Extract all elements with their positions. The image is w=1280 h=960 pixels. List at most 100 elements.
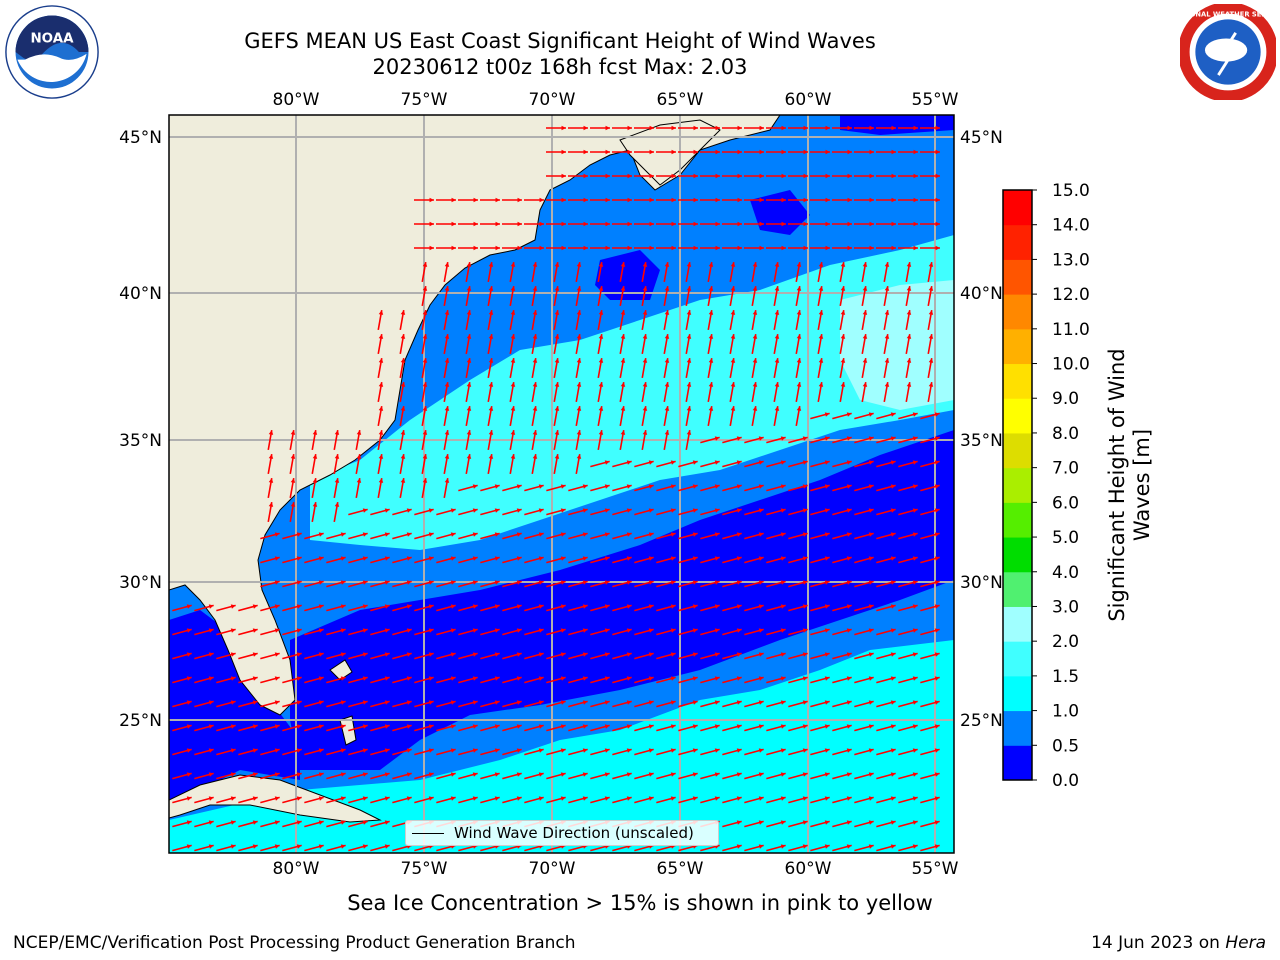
wave-direction-arrow xyxy=(766,652,786,660)
colorbar-tick-label: 6.0 xyxy=(1052,493,1079,513)
wave-direction-arrow xyxy=(744,796,764,804)
wave-direction-arrow xyxy=(920,772,940,780)
wave-direction-arrow xyxy=(744,700,764,708)
wave-direction-arrow xyxy=(700,676,720,684)
lat-label-right: 45°N xyxy=(960,128,1003,148)
lon-label-top: 80°W xyxy=(273,90,320,110)
wave-direction-arrow xyxy=(436,700,456,708)
wave-direction-arrow xyxy=(641,358,648,378)
wave-direction-arrow xyxy=(722,125,742,131)
wave-direction-arrow xyxy=(619,430,626,450)
wave-direction-arrow xyxy=(524,796,544,804)
wave-direction-arrow xyxy=(348,508,368,516)
wave-direction-arrow xyxy=(443,358,450,378)
wave-direction-arrow xyxy=(216,676,236,684)
wave-direction-arrow xyxy=(810,436,830,444)
colorbar-segment xyxy=(1003,502,1032,538)
wave-direction-arrow xyxy=(590,604,610,612)
wave-direction-arrow xyxy=(458,724,478,732)
wave-direction-arrow xyxy=(810,197,830,203)
wave-direction-arrow xyxy=(920,580,940,588)
wave-direction-arrow xyxy=(443,286,450,306)
wave-direction-arrow xyxy=(766,436,786,444)
wave-direction-arrow xyxy=(619,406,626,426)
wave-direction-arrow xyxy=(458,772,478,780)
wave-direction-arrow xyxy=(289,430,296,450)
wave-direction-arrow xyxy=(854,532,874,540)
wave-direction-arrow xyxy=(898,221,918,227)
wave-direction-arrow xyxy=(707,406,714,426)
wave-direction-arrow xyxy=(641,262,648,282)
wave-direction-arrow xyxy=(487,454,494,474)
wave-direction-arrow xyxy=(663,358,670,378)
wave-direction-arrow xyxy=(898,412,918,420)
wave-direction-arrow xyxy=(641,310,648,330)
wave-direction-arrow xyxy=(348,676,368,684)
wave-direction-arrow xyxy=(590,173,610,179)
wave-direction-arrow xyxy=(304,532,324,540)
wave-direction-arrow xyxy=(876,556,896,564)
wave-direction-arrow xyxy=(612,556,632,564)
wave-direction-arrow xyxy=(458,748,478,756)
wave-direction-arrow xyxy=(465,358,472,378)
wave-direction-arrow xyxy=(700,125,720,131)
wave-direction-arrow xyxy=(898,676,918,684)
wave-direction-arrow xyxy=(568,700,588,708)
wave-direction-arrow xyxy=(326,604,346,612)
wave-direction-arrow xyxy=(634,748,654,756)
wave-direction-arrow xyxy=(172,652,192,660)
wave-direction-arrow xyxy=(524,508,544,516)
wave-direction-arrow xyxy=(700,580,720,588)
wave-direction-arrow xyxy=(817,358,824,378)
wave-direction-arrow xyxy=(634,532,654,540)
wave-direction-arrow xyxy=(854,700,874,708)
wave-direction-arrow xyxy=(663,286,670,306)
wave-direction-arrow xyxy=(392,532,412,540)
wave-direction-arrow xyxy=(656,652,676,660)
wave-direction-arrow xyxy=(194,820,214,828)
wave-direction-arrow xyxy=(788,844,808,852)
wave-direction-arrow xyxy=(377,406,384,426)
wave-direction-arrow xyxy=(700,724,720,732)
lon-label-top: 65°W xyxy=(657,90,704,110)
wave-direction-arrow xyxy=(773,286,780,306)
wave-direction-arrow xyxy=(546,652,566,660)
wave-direction-arrow xyxy=(722,460,742,468)
wave-direction-arrow xyxy=(663,310,670,330)
wave-direction-arrow xyxy=(729,358,736,378)
colorbar-tick-label: 1.0 xyxy=(1052,702,1079,722)
wave-direction-arrow xyxy=(729,334,736,354)
wave-direction-arrow xyxy=(216,748,236,756)
wave-direction-arrow xyxy=(590,676,610,684)
wave-direction-arrow xyxy=(590,460,610,468)
wave-direction-arrow xyxy=(612,772,632,780)
wave-direction-arrow xyxy=(861,358,868,378)
wave-direction-arrow xyxy=(634,245,654,251)
wave-direction-arrow xyxy=(480,748,500,756)
wave-direction-arrow xyxy=(487,262,494,282)
wave-direction-arrow xyxy=(685,382,692,402)
wave-direction-arrow xyxy=(898,556,918,564)
wave-direction-arrow xyxy=(414,676,434,684)
wave-direction-arrow xyxy=(920,412,940,420)
wave-direction-arrow xyxy=(832,221,852,227)
wave-direction-arrow xyxy=(480,628,500,636)
wave-direction-arrow xyxy=(575,406,582,426)
wave-direction-arrow xyxy=(612,197,632,203)
wave-direction-arrow xyxy=(920,748,940,756)
wave-direction-arrow xyxy=(399,478,406,498)
wave-direction-arrow xyxy=(172,772,192,780)
wave-direction-arrow xyxy=(348,748,368,756)
wave-direction-arrow xyxy=(172,748,192,756)
wave-direction-arrow xyxy=(905,310,912,330)
wave-direction-arrow xyxy=(854,676,874,684)
wave-direction-arrow xyxy=(817,334,824,354)
wave-direction-arrow xyxy=(832,173,852,179)
wave-direction-arrow xyxy=(729,262,736,282)
wave-direction-arrow xyxy=(502,652,522,660)
wave-direction-arrow xyxy=(876,436,896,444)
wave-direction-arrow xyxy=(172,700,192,708)
wave-direction-arrow xyxy=(509,358,516,378)
wave-direction-arrow xyxy=(744,149,764,155)
wave-direction-arrow xyxy=(634,700,654,708)
